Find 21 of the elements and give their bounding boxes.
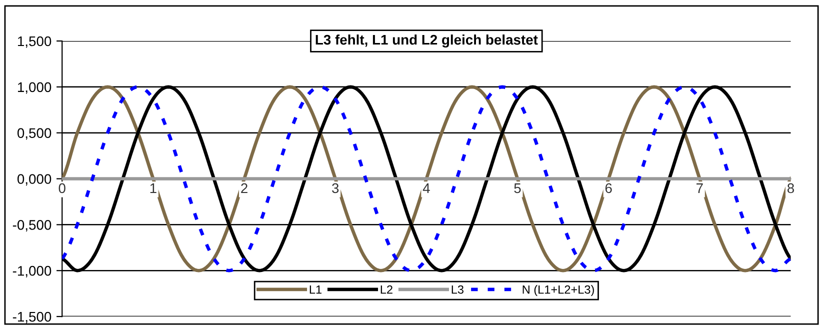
y-tick-label: -0,500	[12, 220, 52, 232]
legend-label: L3	[452, 285, 464, 294]
x-tick-label: 3	[332, 183, 339, 194]
x-tick-label: 2	[241, 183, 248, 193]
y-tick-label: -1,500	[12, 312, 52, 324]
y-tick-label: 1,500	[18, 36, 52, 48]
x-tick-label: 1	[150, 183, 156, 193]
x-tick-label: 7	[696, 183, 703, 193]
chart-title: L3 fehlt, L1 und L2 gleich belastet	[316, 34, 538, 48]
x-tick-label: 0	[58, 183, 66, 194]
x-tick-label: 4	[422, 183, 430, 193]
y-tick-label: -1,000	[12, 266, 52, 278]
legend-label: L2	[380, 285, 392, 294]
x-tick-label: 8	[787, 183, 794, 194]
y-tick-label: 1,000	[18, 82, 52, 94]
legend-label: N (L1+L2+L3)	[522, 285, 594, 296]
y-tick-label: 0,000	[17, 174, 52, 186]
x-tick-label: 6	[605, 183, 612, 194]
x-tick-label: 5	[514, 183, 521, 194]
y-tick-label: 0,500	[17, 128, 52, 140]
legend-label: L1	[310, 285, 322, 294]
